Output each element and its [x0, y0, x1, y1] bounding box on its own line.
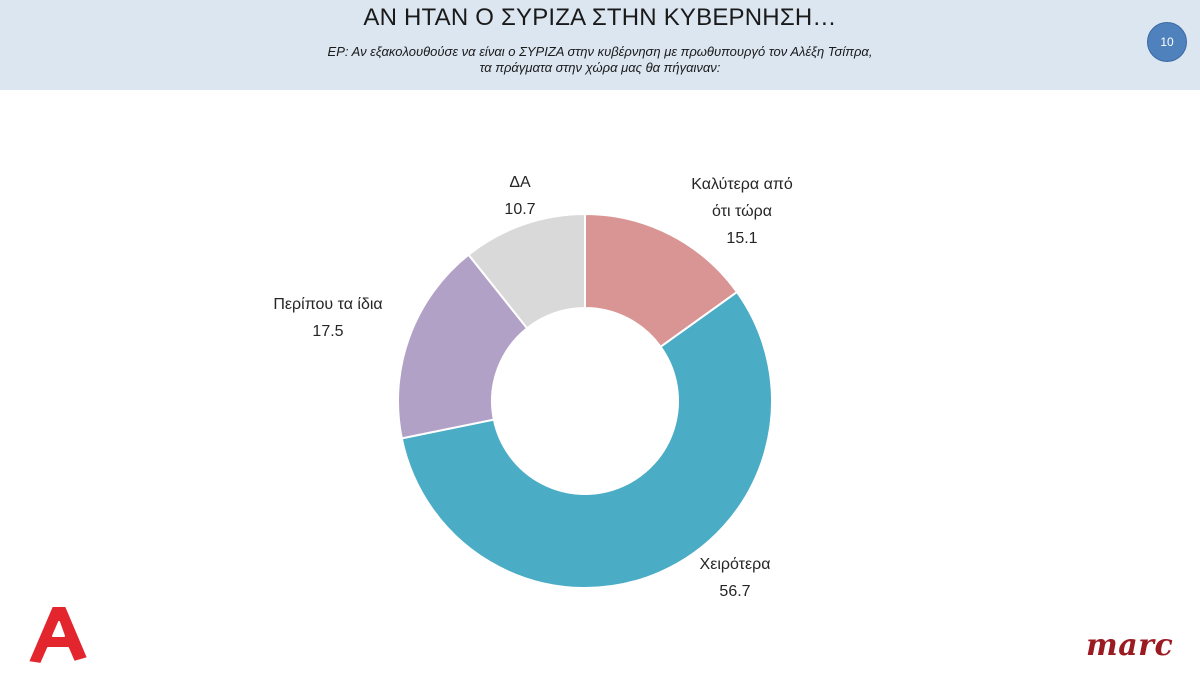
- page-title: ΑΝ ΗΤΑΝ Ο ΣΥΡΙΖΑ ΣΤΗΝ ΚΥΒΕΡΝΗΣΗ…: [363, 4, 837, 31]
- page-number-badge: 10: [1147, 22, 1187, 62]
- subtitle-line-2: τα πράγματα στην χώρα μας θα πήγαιναν:: [479, 60, 721, 75]
- subtitle-line-1: ΕΡ: Αν εξακολουθούσε να είναι ο ΣΥΡΙΖΑ σ…: [327, 44, 873, 59]
- donut-slice-1: [400, 290, 773, 589]
- donut-slice-3: [467, 212, 586, 330]
- slice-value: 56.7: [719, 583, 751, 600]
- header-bar: ΑΝ ΗΤΑΝ Ο ΣΥΡΙΖΑ ΣΤΗΝ ΚΥΒΕΡΝΗΣΗ… ΕΡ: Αν …: [0, 0, 1200, 90]
- slice-label-0: Καλύτερα από ότι τώρα 15.1: [691, 171, 793, 252]
- alpha-logo-shape: [27, 605, 89, 665]
- slice-value: 15.1: [726, 230, 758, 247]
- slice-label-text: ΔΑ: [509, 174, 531, 191]
- slice-label-text: ότι τώρα: [712, 203, 772, 220]
- slice-label-1: Χειρότερα 56.7: [700, 551, 771, 605]
- slice-label-3: ΔΑ 10.7: [504, 169, 535, 223]
- alpha-tv-logo: [27, 605, 89, 665]
- marc-logo: marc: [1086, 628, 1174, 663]
- slice-value: 17.5: [312, 323, 344, 340]
- slice-value: 10.7: [504, 201, 536, 218]
- page-subtitle: ΕΡ: Αν εξακολουθούσε να είναι ο ΣΥΡΙΖΑ σ…: [0, 44, 1200, 76]
- slice-label-text: Χειρότερα: [699, 556, 771, 573]
- slice-label-text: Περίπου τα ίδια: [273, 296, 383, 313]
- donut-slice-2: [397, 253, 529, 440]
- slice-label-2: Περίπου τα ίδια 17.5: [273, 291, 382, 345]
- slice-label-text: Καλύτερα από: [691, 176, 793, 193]
- donut-slice-0: [584, 212, 739, 349]
